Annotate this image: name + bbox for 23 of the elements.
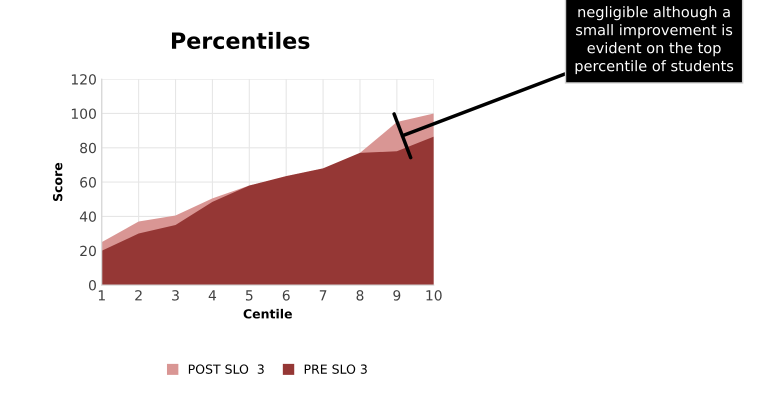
chart-title: Percentiles bbox=[172, 32, 310, 50]
x-tick-label: 5 bbox=[246, 290, 253, 301]
y-tick-label: 120 bbox=[72, 74, 96, 85]
y-tick-label: 100 bbox=[72, 108, 96, 119]
x-tick-label: 8 bbox=[356, 290, 364, 301]
x-tick-label: 10 bbox=[426, 290, 442, 301]
x-axis-title: Centile bbox=[244, 308, 292, 319]
x-tick-label: 9 bbox=[393, 290, 400, 301]
x-tick-label: 1 bbox=[98, 290, 105, 300]
x-tick-label: 3 bbox=[172, 290, 179, 301]
y-tick-label: 20 bbox=[80, 246, 96, 256]
x-tick-label: 6 bbox=[282, 290, 290, 301]
y-tick-label: 40 bbox=[80, 211, 96, 222]
y-tick-label: 60 bbox=[80, 177, 96, 188]
annotation: negligible although a small improvement is evident on the top percentile of students bbox=[576, 6, 734, 74]
legend-label: PRE SLO 3 bbox=[304, 364, 367, 374]
y-tick-label: 0 bbox=[88, 280, 96, 290]
y-axis-title: Score bbox=[52, 162, 62, 202]
x-tick-label: 4 bbox=[208, 290, 216, 300]
legend-label: POST SLO 3 bbox=[188, 364, 264, 374]
x-tick-label: 7 bbox=[320, 290, 326, 300]
x-tick-label: 2 bbox=[135, 290, 142, 300]
y-tick-label: 80 bbox=[80, 142, 96, 154]
